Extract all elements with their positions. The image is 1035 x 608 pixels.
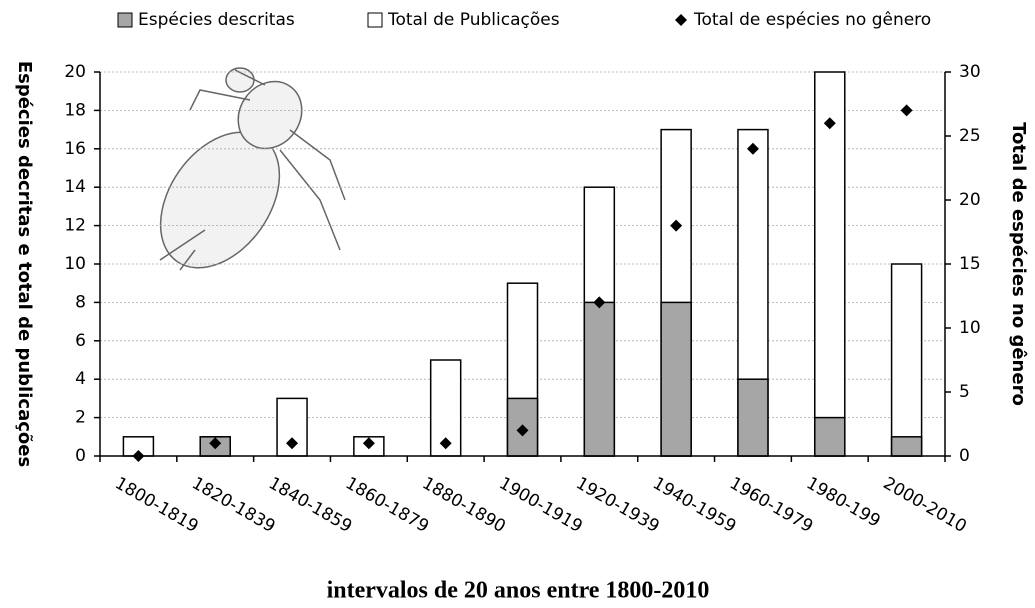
y-tick-label: 12 [64, 216, 86, 236]
legend-marker [675, 14, 687, 26]
y2-tick-label: 0 [959, 446, 970, 466]
x-tick-label: 1940-1959 [649, 473, 739, 537]
bar [738, 379, 768, 456]
y2-tick-label: 30 [959, 62, 981, 82]
x-tick-label: 1900-1919 [496, 473, 586, 537]
x-tick-label: 1820-1839 [188, 473, 278, 537]
diamond-marker [901, 104, 913, 116]
x-tick-label: 1840-1859 [265, 473, 355, 537]
x-tick-label: 1920-1939 [572, 473, 662, 537]
louse-illustration [136, 68, 345, 290]
x-tick-label: 2000-2010 [880, 473, 970, 537]
legend-swatch [118, 13, 132, 27]
y2-tick-label: 5 [959, 382, 970, 402]
y2-tick-label: 10 [959, 318, 981, 338]
x-tick-label: 1800-1819 [111, 473, 201, 537]
legend-swatch [368, 13, 382, 27]
bar [815, 418, 845, 456]
y-tick-label: 2 [75, 408, 86, 428]
y-tick-label: 10 [64, 254, 86, 274]
y2-tick-label: 25 [959, 126, 981, 146]
legend-label: Total de espécies no gênero [693, 10, 931, 30]
x-tick-label: 1960-1979 [726, 473, 816, 537]
bar [661, 302, 691, 456]
y2-tick-label: 20 [959, 190, 981, 210]
bar [815, 72, 845, 456]
y-tick-label: 18 [64, 100, 86, 120]
y-tick-label: 0 [75, 446, 86, 466]
y2-tick-label: 15 [959, 254, 981, 274]
y-tick-label: 4 [75, 369, 86, 389]
y-tick-label: 8 [75, 292, 86, 312]
bar [892, 437, 922, 456]
y-tick-label: 20 [64, 62, 86, 82]
y-axis-title: Espécies decritas e total de publicações [14, 61, 35, 467]
y2-axis-title: Total de espécies no gênero [1008, 122, 1029, 406]
x-tick-label: 1880-1890 [419, 473, 509, 537]
bar [584, 302, 614, 456]
bar [892, 264, 922, 456]
y-tick-label: 16 [64, 139, 86, 159]
x-tick-label: 1860-1879 [342, 473, 432, 537]
legend-label: Espécies descritas [138, 10, 295, 30]
legend-label: Total de Publicações [387, 10, 560, 30]
y-tick-label: 6 [75, 331, 86, 351]
x-tick-label: 1980-199 [803, 473, 884, 531]
chart: Espécies decritas e total de publicações… [0, 0, 1035, 608]
x-axis-title: intervalos de 20 anos entre 1800-2010 [327, 578, 710, 604]
y-tick-label: 14 [64, 177, 86, 197]
